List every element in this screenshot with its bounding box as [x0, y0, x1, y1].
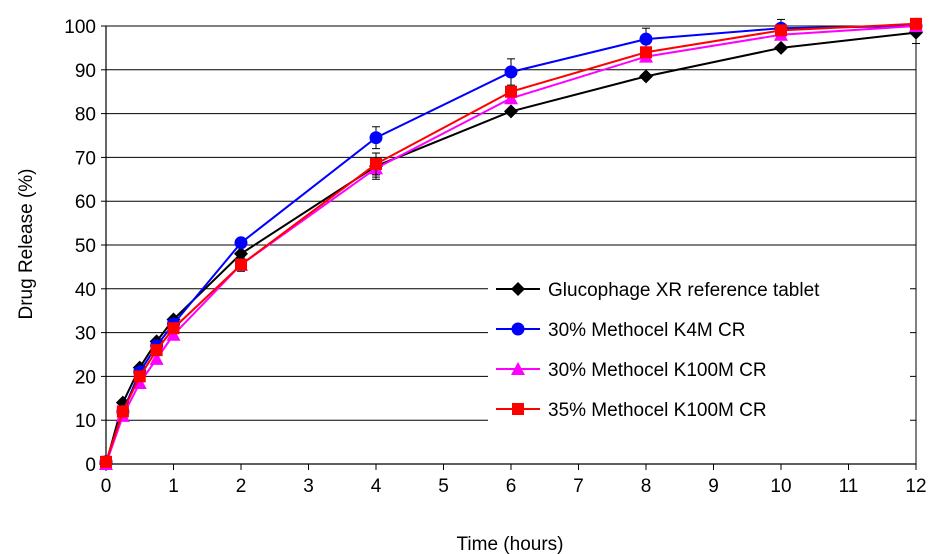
- y-tick-label: 0: [85, 455, 96, 476]
- legend-item-2: 30% Methocel K4M CR: [496, 320, 745, 341]
- x-tick-label: 11: [839, 476, 859, 497]
- y-tick-label: 100: [64, 17, 96, 38]
- x-tick-label: 5: [438, 476, 449, 497]
- y-tick-label: 10: [75, 411, 96, 432]
- x-tick-label: 3: [303, 476, 314, 497]
- x-axis-title: Time (hours): [457, 534, 564, 554]
- data-point: [504, 91, 518, 105]
- data-point: [504, 65, 518, 79]
- x-tick-label: 10: [770, 476, 791, 497]
- series-group: [99, 17, 923, 471]
- data-point: [370, 157, 382, 170]
- data-point: [150, 344, 163, 357]
- x-tick-label: 4: [371, 476, 382, 497]
- data-point: [234, 236, 248, 250]
- data-point: [235, 258, 247, 271]
- series-4: [100, 17, 922, 468]
- legend-background: [488, 268, 910, 428]
- y-tick-label: 60: [75, 192, 96, 213]
- y-tick-label: 40: [75, 280, 96, 301]
- legend-marker: [511, 282, 525, 296]
- y-tick-label: 70: [75, 148, 96, 169]
- legend-marker: [511, 322, 525, 336]
- x-tick-label: 12: [905, 476, 926, 497]
- data-point: [505, 85, 517, 98]
- x-tick-label: 1: [168, 476, 179, 497]
- data-point: [504, 104, 518, 119]
- data-point: [116, 405, 129, 418]
- data-point: [167, 322, 180, 335]
- y-tick-label: 30: [75, 324, 96, 345]
- data-point: [133, 370, 146, 383]
- x-axis-ticks: 0 1 2 3 4 5 6 7 8 9 10 11 12: [101, 464, 927, 497]
- legend-marker: [512, 403, 524, 415]
- y-axis-title: Drug Release (%): [16, 169, 37, 320]
- data-point: [640, 46, 652, 59]
- data-point: [639, 32, 653, 46]
- legend-marker: [511, 362, 525, 375]
- data-point: [166, 327, 181, 341]
- x-tick-label: 8: [641, 476, 652, 497]
- data-point: [775, 24, 787, 37]
- y-axis-ticks: 0 10 20 30 40 50 60 70 80 90 100: [64, 17, 106, 476]
- data-point: [149, 351, 164, 365]
- y-tick-label: 90: [75, 61, 96, 82]
- legend-item-1: Glucophage XR reference tablet: [496, 280, 820, 301]
- legend-label: 30% Methocel K4M CR: [548, 320, 745, 341]
- data-point: [910, 17, 922, 30]
- data-point: [639, 69, 653, 84]
- legend-item-3: 30% Methocel K100M CR: [496, 360, 767, 381]
- legend-label: Glucophage XR reference tablet: [548, 280, 820, 301]
- legend-item-4: 35% Methocel K100M CR: [496, 400, 767, 421]
- data-point: [234, 246, 248, 261]
- legend-label: 35% Methocel K100M CR: [548, 400, 767, 421]
- x-tick-label: 9: [708, 476, 719, 497]
- y-tick-label: 80: [75, 105, 96, 126]
- data-point: [369, 131, 383, 145]
- legend-label: 30% Methocel K100M CR: [548, 360, 767, 381]
- legend: Glucophage XR reference tablet 30% Methoc…: [488, 268, 910, 428]
- x-tick-label: 0: [101, 476, 112, 497]
- x-tick-label: 6: [506, 476, 517, 497]
- data-point: [100, 455, 112, 468]
- x-tick-label: 2: [236, 476, 247, 497]
- y-tick-label: 50: [75, 236, 96, 257]
- data-point: [774, 40, 788, 55]
- x-tick-label: 7: [573, 476, 584, 497]
- y-tick-label: 20: [75, 367, 96, 388]
